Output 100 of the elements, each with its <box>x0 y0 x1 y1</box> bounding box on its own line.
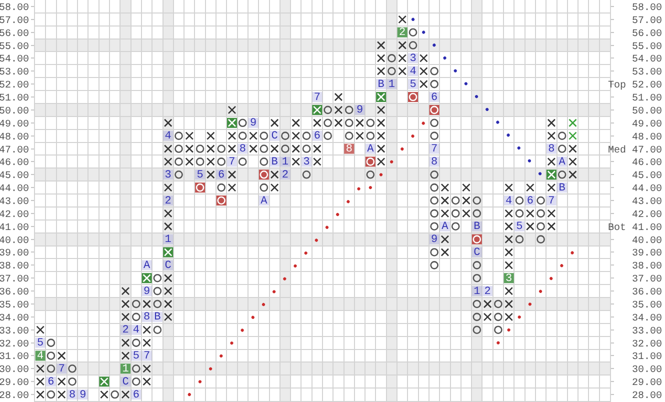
point <box>440 196 450 205</box>
point <box>558 132 566 140</box>
text: 6 <box>218 169 225 182</box>
point <box>440 183 450 192</box>
text: 7 <box>228 156 236 168</box>
point <box>228 132 236 140</box>
point <box>547 183 556 192</box>
y-tick-label: 58.00 <box>0 2 29 14</box>
point <box>344 118 354 128</box>
y2-tick-label: 44.00 <box>632 184 662 196</box>
point <box>302 132 311 140</box>
point <box>451 196 460 205</box>
series-label: 5 <box>37 338 44 350</box>
y2-tick-label: 35.00 <box>632 300 662 312</box>
point <box>270 144 279 153</box>
point <box>568 158 577 166</box>
y-tick-label: 52.00 <box>0 80 29 92</box>
y2-tick-label: 37.00 <box>632 274 662 286</box>
series-label: 8 <box>68 389 76 402</box>
y-tick-label: 31.00 <box>0 352 29 364</box>
point <box>420 54 428 62</box>
y2-tick-label: 31.00 <box>632 352 662 364</box>
point <box>36 326 44 334</box>
text: 2 <box>484 286 491 298</box>
y2-tick-label: 36.00 <box>632 288 662 299</box>
point <box>430 261 438 270</box>
text: A <box>260 195 268 208</box>
point <box>132 364 140 373</box>
y2-tick-label: 30.00 <box>632 365 662 376</box>
point <box>504 300 513 308</box>
point <box>228 183 236 192</box>
series-label: 7 <box>58 363 65 376</box>
point <box>451 222 460 231</box>
y-tick-label: 51.00 <box>0 94 29 105</box>
point <box>420 67 428 76</box>
point <box>547 158 556 166</box>
series-label: 9 <box>80 389 86 402</box>
point <box>430 170 438 179</box>
point <box>462 196 470 205</box>
text: 7 <box>144 350 150 362</box>
series-label: 8 <box>346 144 352 156</box>
point <box>376 54 386 62</box>
series-label: 2 <box>122 324 129 337</box>
text: 9 <box>356 104 364 117</box>
text: A <box>442 221 448 234</box>
text: 4 <box>164 130 172 143</box>
text: 3 <box>303 156 310 168</box>
point <box>494 300 502 308</box>
point <box>356 132 364 140</box>
line-series <box>412 18 542 176</box>
text: C <box>164 260 172 272</box>
point <box>376 158 386 166</box>
point <box>324 106 332 114</box>
y2-tick-label: 39.00 <box>632 248 662 260</box>
y2-tick-label: 40.00 <box>632 236 662 247</box>
point <box>526 222 534 231</box>
point <box>302 144 311 153</box>
point <box>142 300 151 308</box>
point <box>249 132 258 140</box>
point <box>376 144 386 153</box>
y-tick-label: 29.00 <box>0 378 29 390</box>
text: 9 <box>144 286 150 298</box>
y2-tick-label: 38.00 <box>632 262 662 273</box>
y2-tick-label: 29.00 <box>632 378 662 390</box>
point <box>430 132 438 140</box>
point <box>504 286 513 296</box>
text: 9 <box>250 118 257 130</box>
point <box>344 106 354 114</box>
line-series <box>188 186 362 396</box>
point <box>110 390 120 399</box>
y2-tick-label: 53.00 <box>632 68 662 79</box>
point <box>281 144 290 153</box>
text: 5 <box>516 221 523 234</box>
point <box>36 364 44 373</box>
point <box>174 132 183 140</box>
point <box>57 390 66 399</box>
point <box>174 158 183 166</box>
y2-tick-label: 48.00 <box>632 132 662 144</box>
point <box>153 274 162 282</box>
point <box>526 183 534 192</box>
point <box>558 144 566 153</box>
point <box>536 209 545 218</box>
point <box>547 209 556 218</box>
point <box>164 183 172 192</box>
point <box>440 248 450 256</box>
y-tick-label: 38.00 <box>0 262 29 273</box>
point <box>121 312 130 322</box>
y-tick-label: 28.00 <box>0 391 29 402</box>
point <box>504 209 513 218</box>
point <box>334 106 343 114</box>
point <box>536 235 545 244</box>
point <box>430 67 438 76</box>
point <box>313 144 322 153</box>
y-tick-label: 56.00 <box>0 28 29 40</box>
point <box>228 144 236 153</box>
point <box>472 300 482 308</box>
text: 3 <box>410 52 416 65</box>
point <box>46 390 56 399</box>
point <box>334 92 343 102</box>
point <box>376 106 386 114</box>
